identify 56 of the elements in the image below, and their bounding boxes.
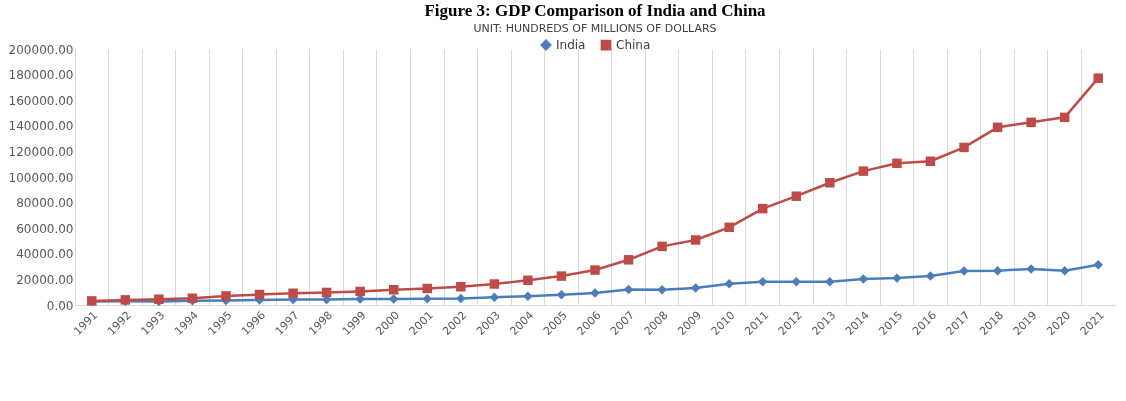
point [355, 286, 365, 297]
legend-label: China [616, 38, 651, 53]
point [321, 287, 332, 298]
chart-subtitle: UNIT: HUNDREDS OF MILLIONS OF DOLLARS [473, 22, 717, 35]
point [523, 275, 533, 286]
point [1026, 117, 1036, 128]
point [221, 291, 231, 301]
point [456, 281, 466, 292]
point [791, 191, 802, 201]
point [925, 271, 936, 281]
point [590, 265, 600, 275]
point [1059, 265, 1070, 276]
y-tick-label: 40000.00 [16, 247, 74, 262]
point [523, 291, 533, 301]
point [556, 271, 567, 281]
point [992, 122, 1003, 133]
point [623, 284, 634, 295]
point [489, 292, 500, 302]
point [758, 203, 768, 214]
y-tick-label: 160000.00 [8, 93, 74, 108]
y-tick-label: 140000.00 [8, 119, 74, 134]
point [892, 158, 902, 169]
y-tick-label: 180000.00 [8, 68, 74, 83]
point [556, 290, 567, 300]
point [388, 285, 399, 295]
y-tick-label: 200000.00 [8, 42, 74, 57]
y-tick-label: 20000.00 [16, 272, 74, 287]
point [657, 285, 667, 295]
point [288, 288, 298, 298]
legend-label: India [556, 38, 586, 53]
point [825, 178, 835, 188]
y-tick-label: 0.00 [46, 298, 74, 313]
point [758, 276, 768, 287]
point [489, 279, 500, 289]
point [456, 293, 466, 304]
point [1059, 112, 1070, 123]
point [959, 142, 969, 153]
point [724, 222, 734, 233]
point [657, 241, 667, 252]
y-tick-label: 60000.00 [16, 221, 74, 236]
y-tick-label: 120000.00 [8, 144, 74, 159]
chart-title: Figure 3: GDP Comparison of India and China [424, 1, 767, 20]
point [858, 166, 869, 176]
point [422, 293, 432, 304]
point [724, 279, 734, 289]
y-tick-label: 80000.00 [16, 196, 74, 211]
point [254, 289, 265, 300]
point [1093, 259, 1103, 270]
point [825, 276, 835, 287]
y-tick-label: 100000.00 [8, 170, 74, 185]
point [1093, 73, 1103, 83]
point [925, 156, 936, 166]
point [992, 265, 1003, 276]
point [623, 255, 634, 265]
point [690, 235, 701, 245]
point [422, 283, 432, 294]
